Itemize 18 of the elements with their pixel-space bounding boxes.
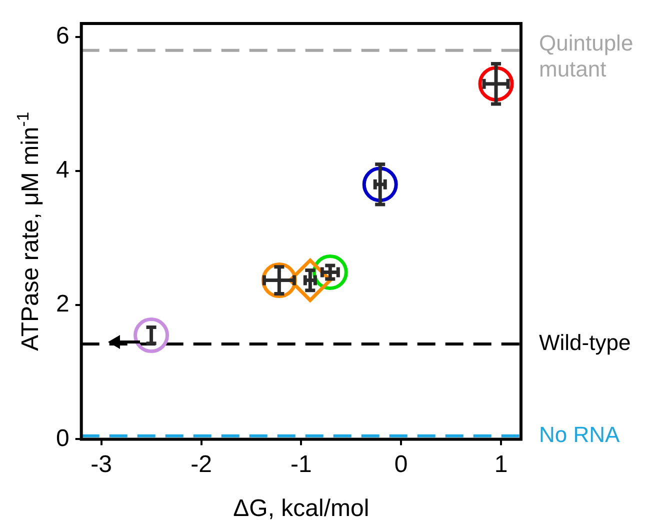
x-tick-label: -2 — [190, 451, 212, 478]
y-tick-label: 2 — [56, 290, 70, 318]
ref-line-label: Quintuple mutant — [539, 30, 634, 82]
y-tick-label: 6 — [56, 22, 70, 50]
y-axis-title: ATPase rate, μM min-1 — [13, 112, 44, 351]
x-tick-label: -3 — [90, 451, 112, 478]
point — [478, 66, 514, 102]
x-tick-label: 1 — [494, 451, 508, 478]
ref-line-label: Wild-type — [539, 330, 631, 356]
x-tick-label: -1 — [290, 451, 312, 478]
y-tick-label: 4 — [56, 156, 70, 184]
y-tick-label: 0 — [56, 424, 70, 452]
point — [134, 318, 170, 354]
x-axis-title: ΔG, kcal/mol — [233, 495, 370, 520]
point — [312, 254, 348, 290]
ref-line-label: No RNA — [539, 422, 620, 447]
x-tick-label: 0 — [394, 451, 408, 478]
point — [362, 166, 398, 202]
